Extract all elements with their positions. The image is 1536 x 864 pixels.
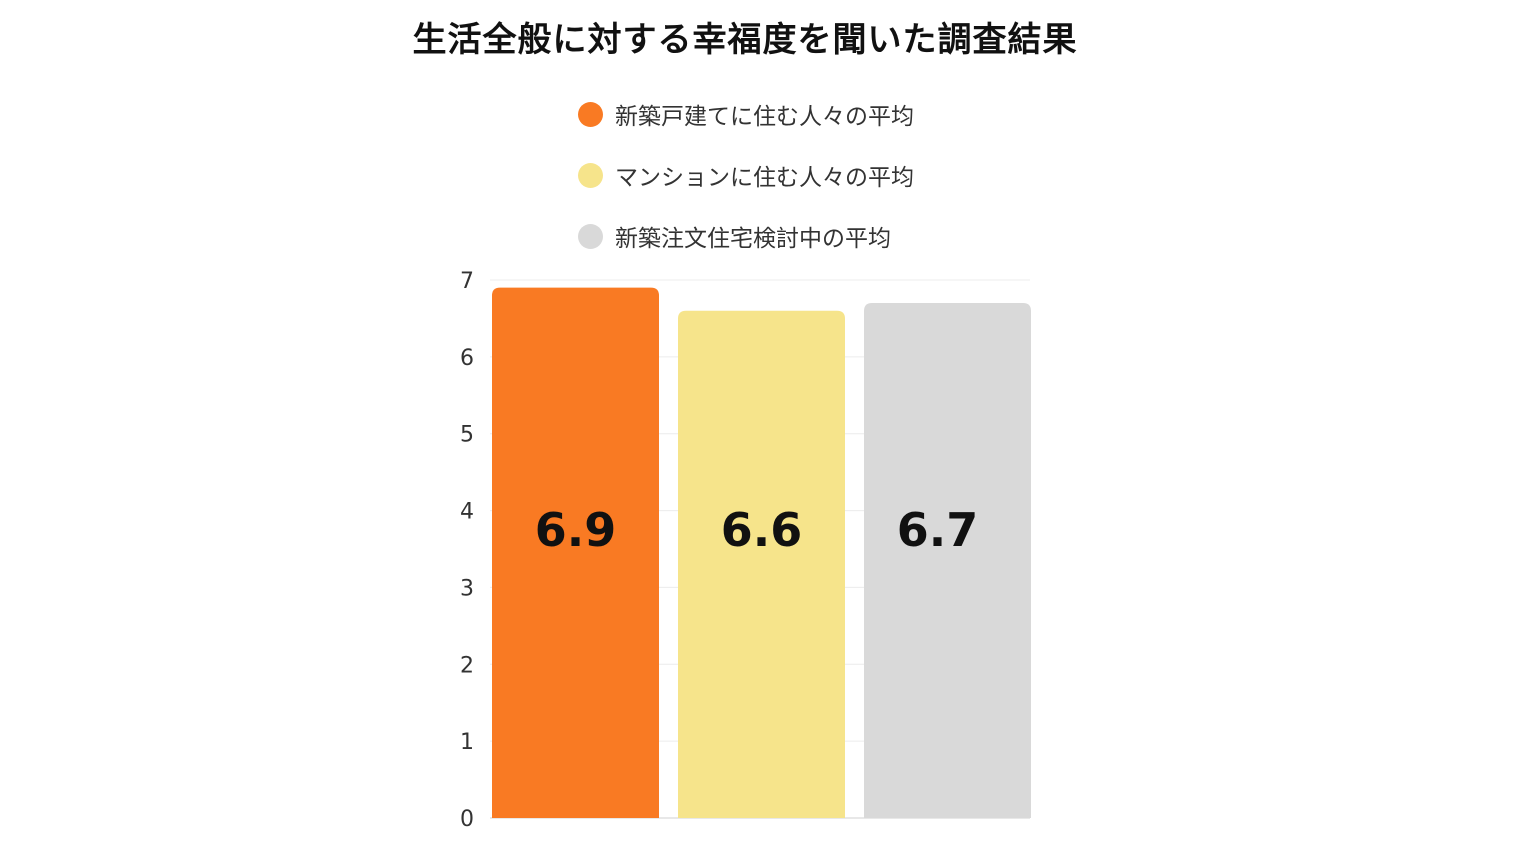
legend-swatch-orange xyxy=(578,101,603,127)
bar-3 xyxy=(864,303,1031,818)
bar-value-label: 6.9 xyxy=(535,503,617,557)
chart-title: 生活全般に対する幸福度を聞いた調査結果 xyxy=(412,20,1078,60)
bar-2 xyxy=(678,310,845,818)
y-tick-label: 1 xyxy=(460,730,474,755)
legend-swatch-yellow xyxy=(578,162,603,188)
legend-item-detached-house: 新築戸建てに住む人々の平均 xyxy=(578,92,914,136)
legend-label: 新築注文住宅検討中の平均 xyxy=(615,226,891,252)
y-tick-label: 0 xyxy=(460,807,474,832)
y-tick-label: 5 xyxy=(460,423,474,448)
legend-label: 新築戸建てに住む人々の平均 xyxy=(615,104,914,130)
legend-label: マンションに住む人々の平均 xyxy=(615,165,914,191)
y-tick-label: 2 xyxy=(460,653,474,678)
y-tick-label: 7 xyxy=(460,269,474,294)
legend-swatch-gray xyxy=(578,223,603,249)
y-tick-label: 6 xyxy=(460,346,474,371)
bar-1 xyxy=(492,287,659,819)
legend: 新築戸建てに住む人々の平均 マンションに住む人々の平均 新築注文住宅検討中の平均 xyxy=(578,92,914,275)
bar-value-label: 6.6 xyxy=(721,503,803,557)
legend-item-condominium: マンションに住む人々の平均 xyxy=(578,153,914,197)
bar-value-label: 6.7 xyxy=(897,503,979,557)
y-tick-label: 4 xyxy=(460,500,474,525)
y-tick-label: 3 xyxy=(460,576,474,601)
legend-item-custom-house-considering: 新築注文住宅検討中の平均 xyxy=(578,214,914,258)
